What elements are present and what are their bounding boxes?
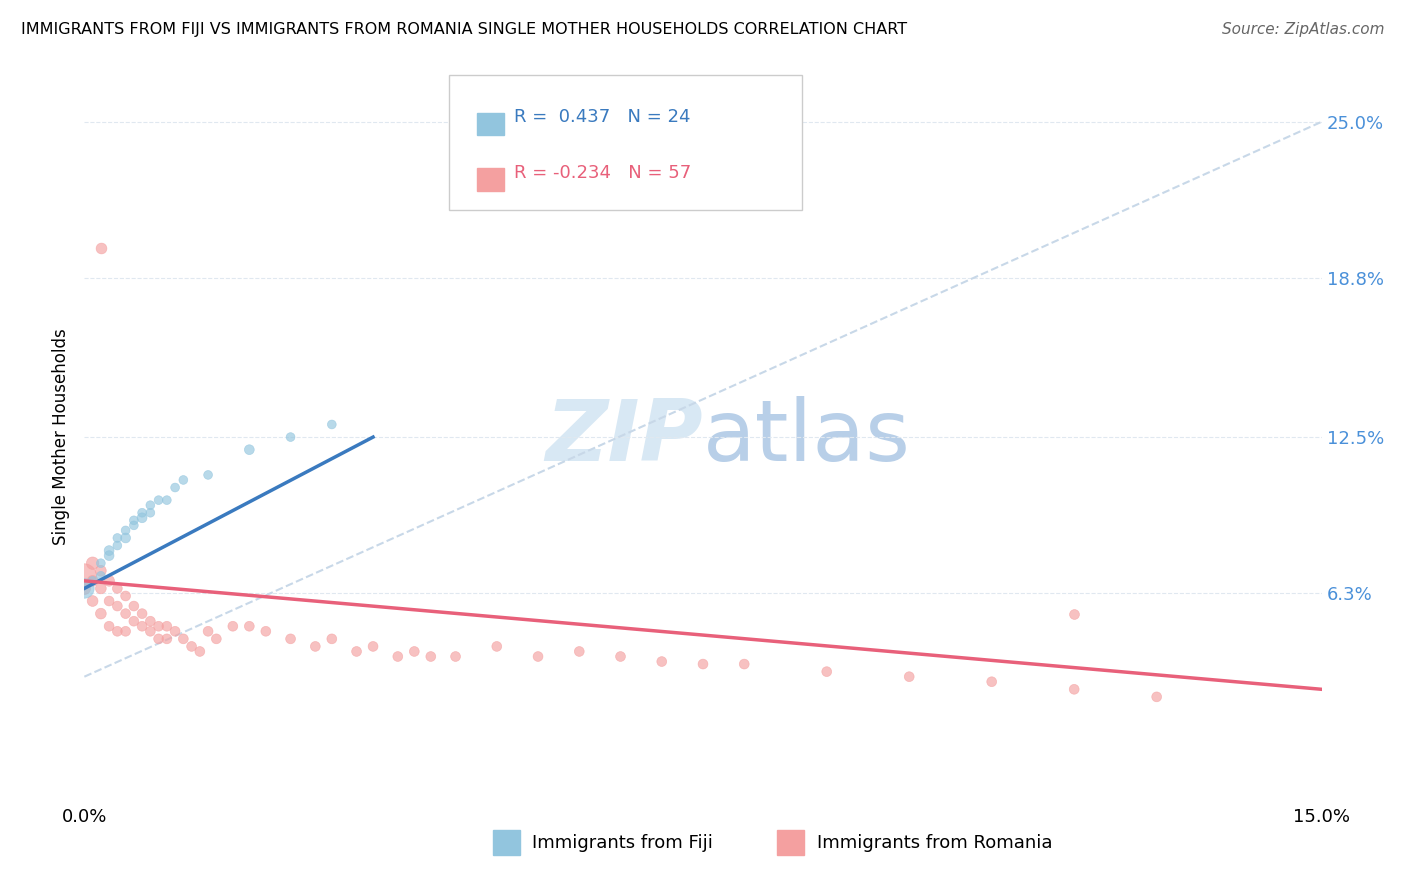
- Point: [321, 417, 343, 432]
- Point: [131, 607, 153, 621]
- Point: [90, 564, 112, 578]
- Point: [105, 531, 128, 545]
- Point: [361, 640, 384, 654]
- Point: [1063, 607, 1085, 621]
- Point: [98, 619, 121, 633]
- Point: [139, 624, 162, 639]
- Point: [156, 632, 179, 646]
- Point: [172, 473, 194, 487]
- Point: [444, 649, 467, 664]
- Point: [205, 632, 228, 646]
- Point: [82, 574, 104, 588]
- Text: R = -0.234   N = 57: R = -0.234 N = 57: [513, 164, 690, 182]
- Point: [98, 543, 121, 558]
- Text: Immigrants from Fiji: Immigrants from Fiji: [533, 834, 713, 852]
- Point: [156, 493, 179, 508]
- Point: [82, 556, 104, 570]
- Point: [90, 607, 112, 621]
- Point: [122, 614, 145, 628]
- Point: [114, 531, 136, 545]
- Point: [165, 481, 187, 495]
- Text: Immigrants from Romania: Immigrants from Romania: [817, 834, 1052, 852]
- Point: [131, 510, 153, 524]
- Point: [105, 582, 128, 596]
- Text: ZIP: ZIP: [546, 395, 703, 479]
- Point: [568, 644, 591, 658]
- Point: [98, 574, 121, 588]
- FancyBboxPatch shape: [450, 75, 801, 211]
- Point: [172, 632, 194, 646]
- Text: Source: ZipAtlas.com: Source: ZipAtlas.com: [1222, 22, 1385, 37]
- Point: [180, 640, 202, 654]
- Point: [148, 632, 170, 646]
- Point: [122, 513, 145, 527]
- Point: [139, 506, 162, 520]
- Point: [387, 649, 409, 664]
- Point: [651, 655, 673, 669]
- Bar: [492, 830, 520, 855]
- Point: [280, 430, 302, 444]
- Point: [105, 539, 128, 553]
- Point: [165, 624, 187, 639]
- Point: [131, 619, 153, 633]
- Point: [188, 644, 211, 658]
- Text: atlas: atlas: [703, 395, 911, 479]
- Bar: [477, 169, 503, 191]
- Point: [321, 632, 343, 646]
- Point: [980, 674, 1002, 689]
- Bar: [477, 113, 503, 135]
- Point: [485, 640, 508, 654]
- Point: [139, 498, 162, 512]
- Point: [73, 582, 96, 596]
- Point: [1063, 682, 1085, 697]
- Point: [105, 624, 128, 639]
- Point: [148, 493, 170, 508]
- Point: [139, 614, 162, 628]
- Point: [404, 644, 426, 658]
- Point: [114, 624, 136, 639]
- Point: [419, 649, 441, 664]
- Point: [156, 619, 179, 633]
- Point: [105, 599, 128, 613]
- Point: [346, 644, 368, 658]
- Point: [609, 649, 631, 664]
- Point: [122, 518, 145, 533]
- Point: [114, 524, 136, 538]
- Point: [114, 589, 136, 603]
- Point: [131, 506, 153, 520]
- Point: [148, 619, 170, 633]
- Bar: [778, 830, 804, 855]
- Point: [90, 569, 112, 583]
- Point: [254, 624, 277, 639]
- Point: [733, 657, 755, 671]
- Point: [90, 556, 112, 570]
- Point: [82, 574, 104, 588]
- Point: [114, 607, 136, 621]
- Y-axis label: Single Mother Households: Single Mother Households: [52, 329, 70, 545]
- Point: [898, 670, 921, 684]
- Point: [222, 619, 245, 633]
- Text: R =  0.437   N = 24: R = 0.437 N = 24: [513, 109, 690, 127]
- Point: [73, 582, 96, 596]
- Point: [98, 549, 121, 563]
- Point: [90, 582, 112, 596]
- Point: [304, 640, 326, 654]
- Point: [815, 665, 838, 679]
- Point: [122, 599, 145, 613]
- Point: [280, 632, 302, 646]
- Point: [238, 619, 260, 633]
- Point: [1146, 690, 1168, 704]
- Point: [98, 594, 121, 608]
- Point: [197, 624, 219, 639]
- Text: IMMIGRANTS FROM FIJI VS IMMIGRANTS FROM ROMANIA SINGLE MOTHER HOUSEHOLDS CORRELA: IMMIGRANTS FROM FIJI VS IMMIGRANTS FROM …: [21, 22, 907, 37]
- Point: [90, 241, 112, 255]
- Point: [82, 594, 104, 608]
- Point: [238, 442, 260, 457]
- Point: [692, 657, 714, 671]
- Point: [527, 649, 550, 664]
- Point: [73, 569, 96, 583]
- Point: [197, 467, 219, 482]
